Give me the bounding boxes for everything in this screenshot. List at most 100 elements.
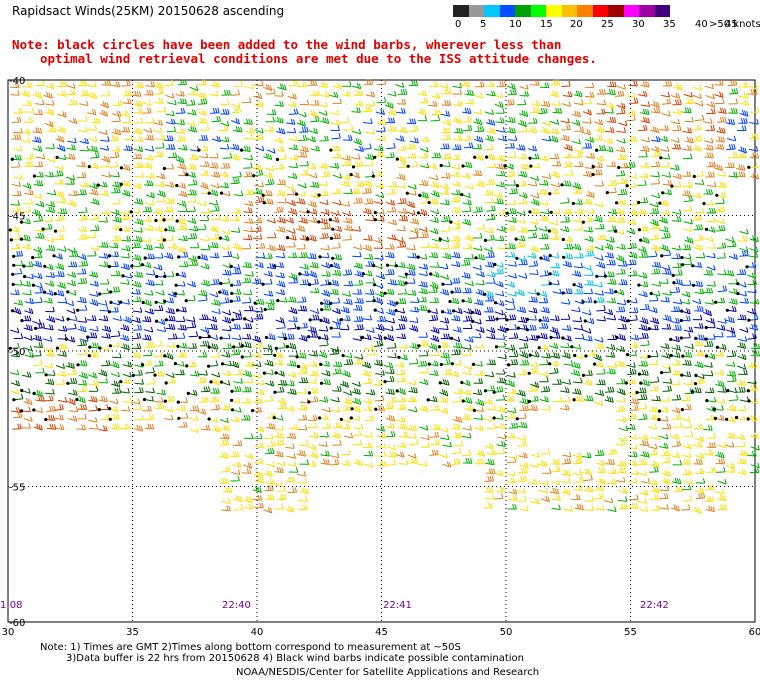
contamination-circle (23, 274, 27, 279)
contamination-circle (427, 201, 431, 205)
scale-label: 0 (455, 19, 462, 30)
contamination-circle (34, 326, 38, 330)
contamination-circle (503, 164, 507, 168)
contamination-circle (12, 254, 16, 258)
contamination-circle (639, 238, 643, 242)
contamination-circle (175, 308, 180, 312)
contamination-circle (329, 301, 333, 305)
contamination-circle (10, 157, 14, 161)
contamination-circle (66, 317, 70, 321)
contamination-circle (88, 345, 92, 349)
contamination-circle (549, 335, 553, 339)
contamination-circle (207, 191, 211, 195)
contamination-circle (572, 398, 576, 402)
contamination-circle (507, 363, 511, 367)
contamination-circle (175, 219, 179, 223)
contamination-circle (514, 237, 518, 241)
contamination-circle (571, 201, 575, 205)
scale-swatch (515, 5, 531, 17)
contamination-circle (659, 156, 663, 160)
contamination-circle (31, 256, 35, 260)
contamination-circle (164, 228, 168, 232)
contamination-circle (320, 308, 324, 312)
contamination-circle (561, 237, 565, 242)
contamination-circle (285, 236, 290, 240)
footer-credit: NOAA/NESDIS/Center for Satellite Applica… (236, 667, 540, 678)
contamination-circle (441, 282, 445, 286)
contamination-circle (417, 344, 421, 348)
contamination-circle (129, 210, 133, 214)
contamination-circle (331, 227, 335, 231)
contamination-circle (232, 345, 236, 349)
contamination-circle (43, 290, 47, 294)
wind-barb-group (9, 79, 760, 514)
contamination-circle (163, 354, 167, 358)
contamination-circle (164, 381, 168, 385)
contamination-circle (404, 281, 408, 285)
contamination-circle (229, 264, 233, 268)
contamination-circle (219, 336, 223, 340)
contamination-circle (317, 193, 321, 197)
scale-swatch (484, 5, 500, 17)
contamination-circle (715, 345, 720, 349)
contamination-circle (595, 274, 599, 278)
contamination-circle (437, 345, 441, 349)
contamination-circle (483, 292, 487, 296)
contamination-circle (162, 218, 166, 222)
contamination-circle (174, 292, 178, 296)
contamination-circle (505, 327, 509, 332)
contamination-circle (418, 193, 422, 197)
contamination-circle (426, 398, 430, 402)
contamination-circle (593, 300, 597, 304)
contamination-circle (603, 274, 607, 278)
contamination-circle (261, 282, 265, 286)
contamination-circle (515, 417, 519, 421)
contamination-circle (573, 353, 577, 358)
contamination-circle (140, 263, 144, 267)
contamination-circle (692, 174, 696, 179)
contamination-circle (53, 292, 57, 296)
contamination-note-line2: optimal wind retrieval conditions are me… (40, 51, 597, 66)
contamination-circle (19, 220, 24, 224)
contamination-circle (11, 309, 15, 313)
contamination-circle (439, 362, 443, 367)
contamination-circle (637, 372, 642, 376)
contamination-circle (8, 228, 12, 232)
contamination-circle (55, 155, 59, 159)
contamination-circle (461, 399, 465, 403)
contamination-circle (672, 281, 676, 285)
contamination-circle (198, 335, 202, 340)
contamination-circle (747, 165, 751, 169)
contamination-circle (483, 238, 487, 242)
contamination-circle (525, 317, 530, 321)
contamination-circle (373, 155, 377, 159)
contamination-circle (140, 363, 145, 367)
contamination-circle (121, 274, 125, 278)
contamination-circle (734, 415, 739, 420)
contamination-circle (473, 155, 477, 159)
contamination-circle (320, 301, 324, 305)
contamination-circle (119, 300, 123, 304)
contamination-circle (52, 254, 56, 258)
contamination-circle (273, 390, 277, 394)
contamination-circle (360, 335, 365, 340)
contamination-circle (704, 325, 708, 330)
contamination-circle (274, 346, 278, 350)
time-label: 22:41 (383, 600, 412, 611)
contamination-circle (230, 283, 234, 287)
scale-swatch (530, 5, 546, 17)
contamination-circle (155, 319, 159, 323)
contamination-circle (251, 409, 255, 413)
contamination-circle (319, 318, 323, 322)
contamination-circle (175, 183, 179, 188)
contamination-circle (274, 371, 278, 375)
contamination-circle (726, 389, 730, 393)
contamination-circle (712, 407, 717, 411)
contamination-circle (660, 371, 664, 375)
contamination-circle (285, 345, 289, 349)
contamination-circle (339, 417, 343, 421)
contamination-circle (283, 337, 287, 341)
contamination-circle (460, 193, 464, 197)
scale-swatch (561, 5, 577, 17)
contamination-circle (547, 229, 551, 233)
